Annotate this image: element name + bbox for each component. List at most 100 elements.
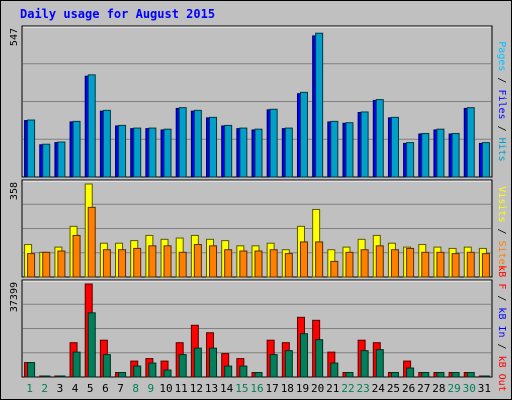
series-label-hits: Hits	[496, 138, 507, 162]
bar-hits-22	[345, 122, 354, 178]
bar-kb-out-21	[330, 362, 339, 378]
bar-kb-out-3	[57, 375, 66, 378]
bar-kb-out-31	[481, 375, 490, 378]
bar-hits-26	[406, 142, 415, 178]
x-tick-label-10: 10	[159, 382, 172, 395]
bar-sites-13	[209, 245, 218, 278]
panel-3	[21, 279, 493, 378]
bar-sites-22	[345, 251, 354, 278]
bar-kb-out-19	[299, 333, 308, 378]
bar-hits-17	[269, 108, 278, 178]
bar-sites-29	[451, 253, 460, 278]
bar-sites-12	[193, 244, 202, 278]
series-label-sites: Sites	[496, 241, 507, 271]
x-tick-label-26: 26	[402, 382, 415, 395]
x-tick-label-16: 16	[250, 382, 263, 395]
bar-hits-12	[193, 109, 202, 178]
x-tick-label-28: 28	[432, 382, 445, 395]
bar-hits-14	[224, 124, 233, 178]
bar-hits-24	[375, 99, 384, 178]
panel-2	[21, 179, 493, 278]
bar-sites-19	[299, 241, 308, 278]
x-tick-label-1: 1	[26, 382, 33, 395]
bar-sites-6	[102, 249, 111, 278]
x-tick-label-7: 7	[117, 382, 124, 395]
bar-kb-out-5	[87, 312, 96, 378]
x-tick-label-19: 19	[296, 382, 309, 395]
x-tick-label-30: 30	[463, 382, 476, 395]
bar-hits-20	[315, 32, 324, 178]
bar-kb-out-2	[42, 375, 51, 378]
series-label-pages: Pages	[496, 41, 507, 71]
x-tick-label-5: 5	[87, 382, 94, 395]
chart-panels	[21, 25, 493, 378]
bar-hits-23	[360, 111, 369, 178]
left-max-labels: 547 358 37399	[9, 28, 20, 312]
bar-hits-19	[299, 91, 308, 178]
bar-hits-30	[466, 107, 475, 178]
bar-hits-28	[436, 128, 445, 178]
bar-kb-out-28	[436, 372, 445, 378]
x-tick-label-25: 25	[387, 382, 400, 395]
bar-sites-8	[133, 247, 142, 278]
bar-sites-5	[87, 206, 96, 278]
bar-sites-14	[224, 249, 233, 278]
bar-hits-21	[330, 120, 339, 178]
bar-kb-out-8	[133, 365, 142, 378]
bar-hits-5	[87, 74, 96, 178]
bar-hits-10	[163, 128, 172, 178]
panel-1-max-label: 547	[9, 28, 20, 46]
bar-kb-out-30	[466, 372, 475, 378]
x-tick-label-14: 14	[220, 382, 234, 395]
bar-hits-9	[148, 127, 157, 178]
series-label-kb-out: kB Out	[496, 356, 507, 392]
bar-hits-8	[133, 127, 142, 178]
bar-sites-18	[284, 253, 293, 278]
bar-sites-17	[269, 249, 278, 278]
bar-hits-16	[254, 128, 263, 178]
x-tick-label-17: 17	[266, 382, 279, 395]
bar-sites-2	[42, 251, 51, 278]
x-tick-label-29: 29	[447, 382, 460, 395]
x-tick-label-9: 9	[148, 382, 155, 395]
bar-sites-30	[466, 251, 475, 278]
panel-1	[21, 25, 493, 178]
bar-sites-25	[390, 249, 399, 278]
bar-kb-out-14	[224, 365, 233, 378]
bar-hits-13	[209, 116, 218, 178]
x-tick-label-31: 31	[478, 382, 491, 395]
bar-hits-3	[57, 141, 66, 178]
bar-kb-out-13	[209, 347, 218, 378]
bar-kb-out-15	[239, 365, 248, 378]
bar-sites-20	[315, 241, 324, 278]
x-tick-label-18: 18	[281, 382, 294, 395]
bar-kb-out-1	[27, 362, 36, 378]
series-label-files: Files	[496, 89, 507, 119]
bar-kb-out-23	[360, 350, 369, 378]
x-tick-label-13: 13	[205, 382, 218, 395]
bar-sites-28	[436, 251, 445, 278]
bar-kb-out-25	[390, 372, 399, 378]
bar-sites-16	[254, 250, 263, 278]
x-tick-label-2: 2	[41, 382, 48, 395]
bar-kb-out-11	[178, 354, 187, 378]
bar-sites-10	[163, 245, 172, 278]
bar-sites-23	[360, 249, 369, 278]
bar-sites-27	[421, 251, 430, 278]
bar-sites-21	[330, 260, 339, 278]
panel-2-max-label: 358	[9, 182, 20, 200]
bar-sites-26	[406, 247, 415, 278]
panel-3-series-label: kB F / kB In / kB Out	[496, 265, 507, 391]
panel-3-max-label: 37399	[9, 282, 20, 312]
bar-kb-out-16	[254, 372, 263, 378]
series-label-kb-in: kB In	[496, 307, 507, 337]
x-tick-label-8: 8	[132, 382, 139, 395]
bar-hits-4	[72, 120, 81, 178]
bar-kb-out-18	[284, 350, 293, 378]
panel-1-series-label: Pages / Files / Hits	[496, 41, 507, 161]
bar-kb-out-26	[406, 367, 415, 378]
bar-kb-out-29	[451, 372, 460, 378]
bar-sites-1	[27, 253, 36, 278]
x-tick-label-4: 4	[72, 382, 79, 395]
series-label-kb-f: kB F	[496, 265, 507, 289]
